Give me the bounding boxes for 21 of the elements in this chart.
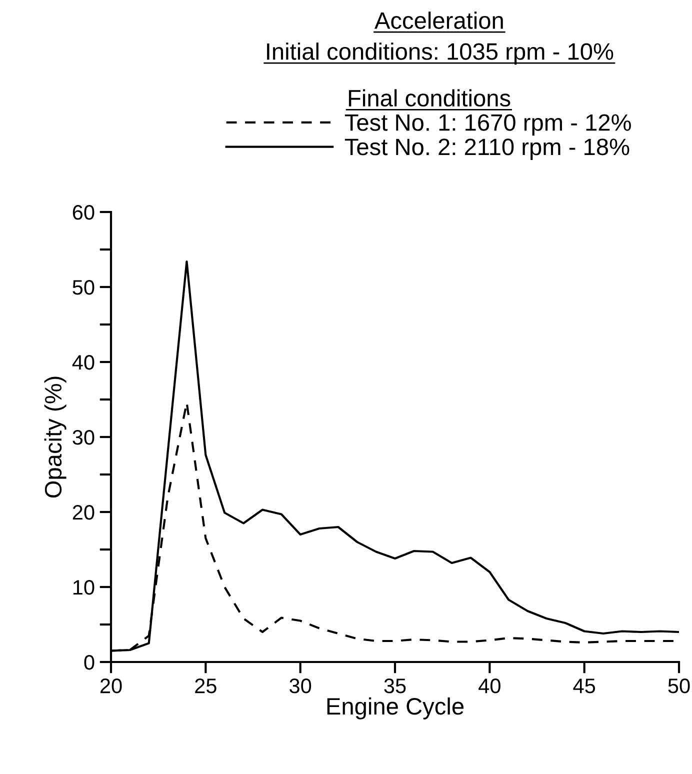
x-axis-title: Engine Cycle <box>327 697 464 720</box>
x-tick-label: 35 <box>384 678 406 694</box>
y-axis-title: Opacity (%) <box>44 376 66 498</box>
y-tick-label: 60 <box>72 205 94 220</box>
x-tick-label: 30 <box>290 678 312 694</box>
x-tick-label: 45 <box>573 678 596 694</box>
legend-label: Test No. 1: 1670 rpm - 12% <box>344 114 631 136</box>
x-tick-label: 40 <box>478 678 500 694</box>
chart-subtitle: Initial conditions: 1035 rpm - 10% <box>267 42 614 65</box>
y-tick-label: 20 <box>72 505 94 520</box>
y-tick-label: 10 <box>73 580 94 595</box>
y-tick-label: 0 <box>84 655 94 670</box>
y-tick-label: 40 <box>72 355 94 370</box>
y-tick-label: 50 <box>72 280 94 295</box>
chart-title: Acceleration <box>374 12 503 29</box>
y-tick-label: 30 <box>72 430 94 445</box>
x-tick-label: 20 <box>100 678 122 694</box>
x-tick-label: 25 <box>195 678 216 694</box>
legend-label: Test No. 2: 2110 rpm - 18% <box>344 138 630 160</box>
legend-title: Final conditions <box>348 89 510 107</box>
x-tick-label: 50 <box>668 678 690 694</box>
